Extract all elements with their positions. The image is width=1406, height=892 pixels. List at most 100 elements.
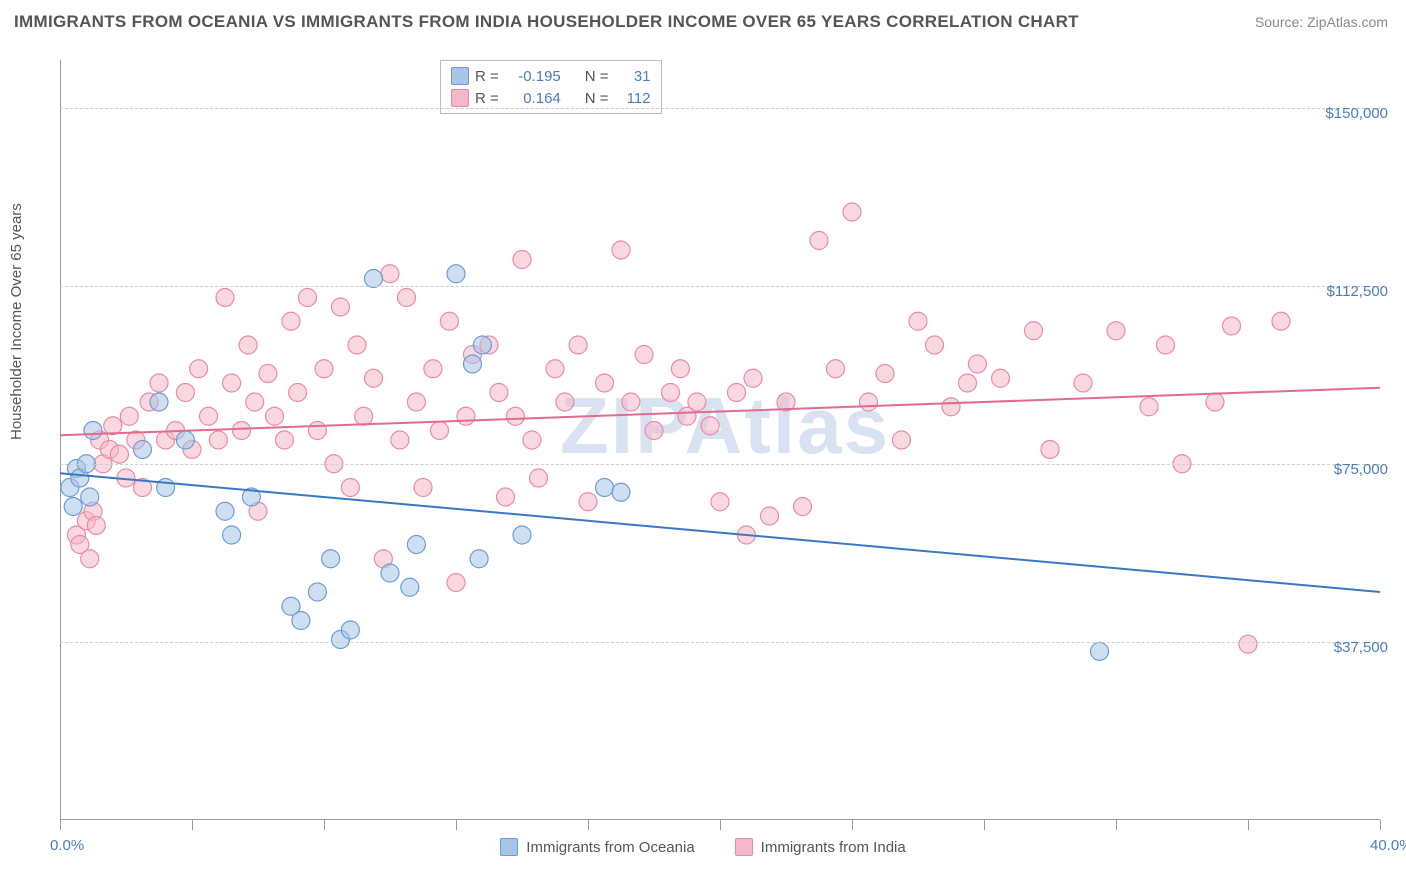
bottom-legend: Immigrants from Oceania Immigrants from …	[0, 838, 1406, 856]
data-point	[513, 251, 531, 269]
trend-line	[60, 473, 1380, 592]
data-point	[275, 431, 293, 449]
y-tick-label: $112,500	[1327, 283, 1388, 300]
data-point	[200, 407, 218, 425]
data-point	[308, 422, 326, 440]
data-point	[341, 621, 359, 639]
data-point	[1206, 393, 1224, 411]
data-point	[794, 498, 812, 516]
swatch-india	[451, 89, 469, 107]
legend-r-value-oceania: -0.195	[505, 68, 561, 85]
x-tick-mark	[852, 820, 853, 830]
chart-title: IMMIGRANTS FROM OCEANIA VS IMMIGRANTS FR…	[14, 12, 1079, 32]
legend-n-value-india: 112	[615, 90, 651, 107]
y-tick-label: $75,000	[1334, 461, 1388, 478]
data-point	[120, 407, 138, 425]
bottom-legend-india: Immigrants from India	[735, 838, 906, 856]
swatch-india	[735, 838, 753, 856]
legend-n-label: N =	[585, 68, 609, 85]
legend-n-label: N =	[585, 90, 609, 107]
data-point	[110, 445, 128, 463]
data-point	[190, 360, 208, 378]
data-point	[622, 393, 640, 411]
data-point	[104, 417, 122, 435]
data-point	[497, 488, 515, 506]
data-point	[530, 469, 548, 487]
data-point	[332, 298, 350, 316]
data-point	[596, 374, 614, 392]
data-point	[728, 384, 746, 402]
data-point	[223, 526, 241, 544]
x-tick-mark	[456, 820, 457, 830]
legend-row-india: R = 0.164 N = 112	[451, 87, 651, 109]
data-point	[513, 526, 531, 544]
x-tick-label: 40.0%	[1370, 837, 1406, 854]
data-point	[176, 384, 194, 402]
data-point	[1074, 374, 1092, 392]
data-point	[556, 393, 574, 411]
data-point	[810, 232, 828, 250]
scatter-plot-svg	[60, 60, 1380, 820]
data-point	[447, 574, 465, 592]
data-point	[662, 384, 680, 402]
chart-container: IMMIGRANTS FROM OCEANIA VS IMMIGRANTS FR…	[0, 0, 1406, 892]
data-point	[635, 346, 653, 364]
data-point	[308, 583, 326, 601]
data-point	[523, 431, 541, 449]
data-point	[299, 289, 317, 307]
swatch-oceania	[451, 67, 469, 85]
data-point	[282, 312, 300, 330]
data-point	[81, 488, 99, 506]
data-point	[827, 360, 845, 378]
data-point	[292, 612, 310, 630]
y-tick-label: $37,500	[1334, 639, 1388, 656]
data-point	[876, 365, 894, 383]
data-point	[431, 422, 449, 440]
data-point	[216, 289, 234, 307]
data-point	[1239, 635, 1257, 653]
data-point	[843, 203, 861, 221]
data-point	[381, 265, 399, 283]
correlation-legend: R = -0.195 N = 31 R = 0.164 N = 112	[440, 60, 662, 114]
data-point	[134, 441, 152, 459]
data-point	[150, 393, 168, 411]
data-point	[506, 407, 524, 425]
data-point	[355, 407, 373, 425]
data-point	[447, 265, 465, 283]
x-tick-mark	[588, 820, 589, 830]
x-tick-mark	[324, 820, 325, 830]
data-point	[761, 507, 779, 525]
data-point	[64, 498, 82, 516]
data-point	[1157, 336, 1175, 354]
data-point	[233, 422, 251, 440]
legend-r-value-india: 0.164	[505, 90, 561, 107]
data-point	[711, 493, 729, 511]
data-point	[645, 422, 663, 440]
legend-n-value-oceania: 31	[615, 68, 651, 85]
data-point	[893, 431, 911, 449]
data-point	[992, 369, 1010, 387]
data-point	[322, 550, 340, 568]
data-point	[470, 550, 488, 568]
data-point	[909, 312, 927, 330]
bottom-legend-oceania: Immigrants from Oceania	[500, 838, 694, 856]
data-point	[579, 493, 597, 511]
gridline-h	[60, 286, 1380, 287]
bottom-legend-label-oceania: Immigrants from Oceania	[526, 839, 694, 856]
x-tick-mark	[984, 820, 985, 830]
data-point	[216, 502, 234, 520]
data-point	[259, 365, 277, 383]
data-point	[1140, 398, 1158, 416]
data-point	[81, 550, 99, 568]
data-point	[341, 479, 359, 497]
data-point	[596, 479, 614, 497]
data-point	[1091, 642, 1109, 660]
data-point	[348, 336, 366, 354]
data-point	[1041, 441, 1059, 459]
data-point	[860, 393, 878, 411]
data-point	[315, 360, 333, 378]
data-point	[1223, 317, 1241, 335]
gridline-h	[60, 642, 1380, 643]
data-point	[612, 483, 630, 501]
data-point	[473, 336, 491, 354]
